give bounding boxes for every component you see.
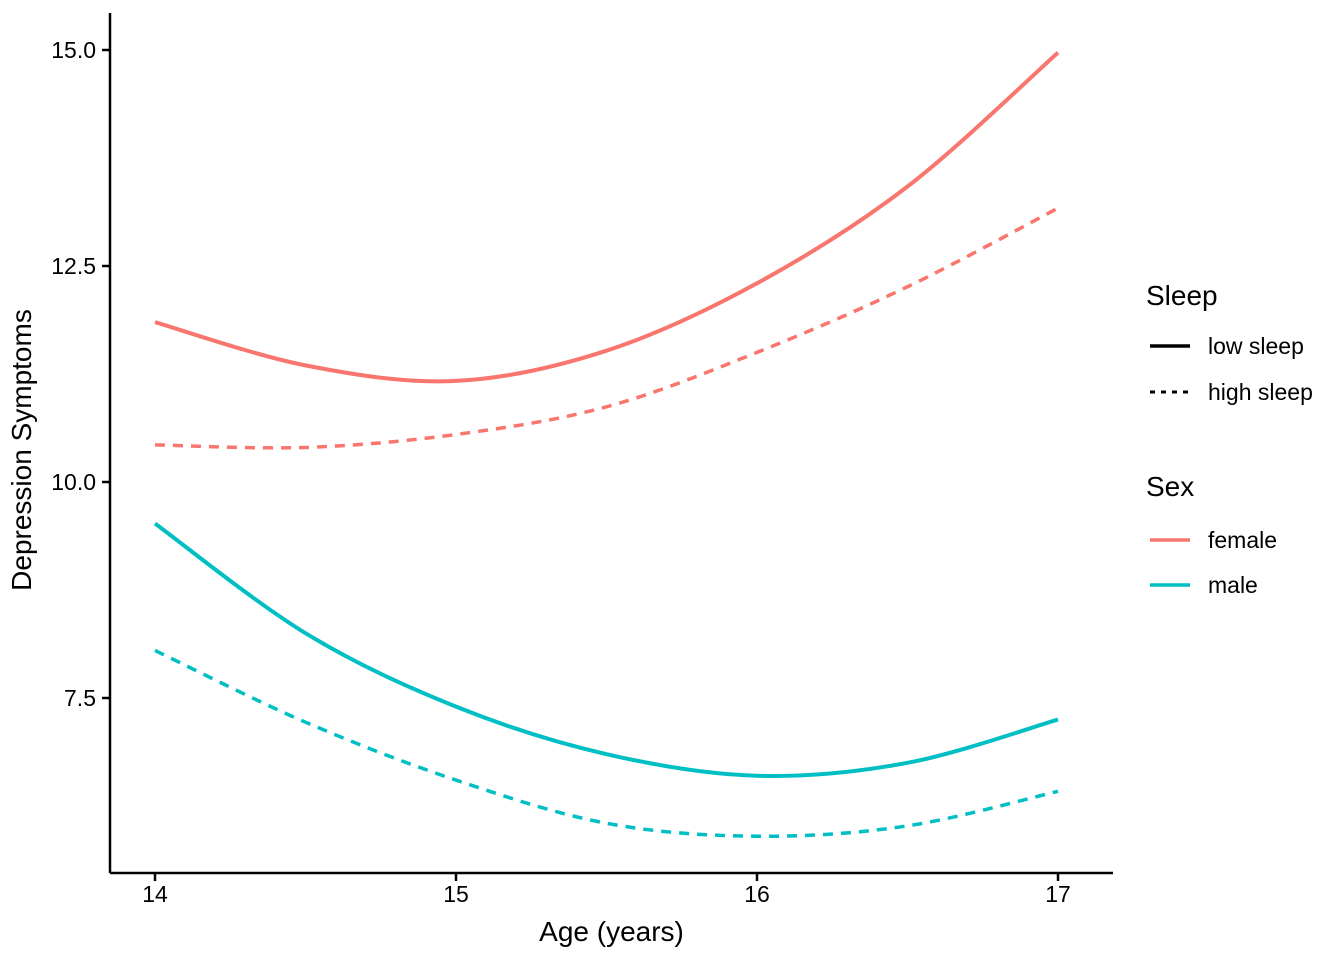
y-tick-label: 10.0 xyxy=(51,468,96,495)
x-tick-label: 17 xyxy=(1045,881,1071,907)
x-tick-label: 15 xyxy=(443,881,469,907)
y-tick-label: 15.0 xyxy=(51,36,96,63)
legend-swatch-male-icon xyxy=(1150,583,1190,587)
curve-male-low-sleep xyxy=(153,521,1059,778)
legend-item-female: female xyxy=(1148,528,1277,552)
x-tick-label: 16 xyxy=(744,881,770,907)
legend-title-sleep: Sleep xyxy=(1146,280,1218,311)
legend-item-low-sleep: low sleep xyxy=(1148,334,1304,358)
legend-swatch-female-icon xyxy=(1150,538,1190,542)
x-axis-title: Age (years) xyxy=(539,916,684,947)
legend-title-sex: Sex xyxy=(1146,471,1195,502)
legend-swatch-high-sleep-icon xyxy=(1150,390,1190,394)
x-tick-label: 14 xyxy=(142,881,168,907)
legend-label-high-sleep: high sleep xyxy=(1208,378,1313,405)
curve-male-high-sleep xyxy=(154,648,1059,839)
curve-female-low-sleep xyxy=(154,51,1060,384)
legend-item-high-sleep: high sleep xyxy=(1148,380,1313,404)
curve-female-high-sleep xyxy=(154,206,1059,450)
legend-swatch-low-sleep-icon xyxy=(1150,344,1190,348)
legend-label-female: female xyxy=(1208,526,1278,553)
y-tick-label: 12.5 xyxy=(51,252,96,279)
y-axis-title: Depression Symptoms xyxy=(6,309,37,591)
y-tick-label: 7.5 xyxy=(64,684,96,711)
legend-item-male: male xyxy=(1148,573,1258,597)
legend-label-male: male xyxy=(1208,571,1258,598)
legend-label-low-sleep: low sleep xyxy=(1208,332,1304,359)
